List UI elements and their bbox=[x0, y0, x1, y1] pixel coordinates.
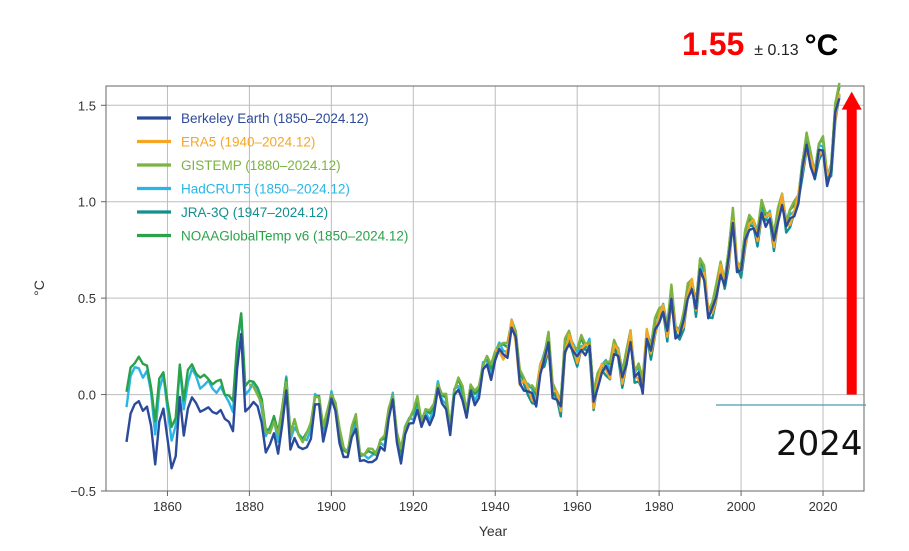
x-axis-title: Year bbox=[479, 523, 508, 539]
x-tick-label: 1920 bbox=[399, 499, 428, 514]
legend-label: Berkeley Earth (1850–2024.12) bbox=[181, 111, 369, 126]
y-axis-title: °C bbox=[31, 280, 47, 296]
series-line bbox=[248, 82, 841, 457]
legend-label: NOAAGlobalTemp v6 (1850–2024.12) bbox=[181, 229, 408, 244]
x-tick-label: 2000 bbox=[727, 499, 756, 514]
plot-frame bbox=[105, 85, 865, 492]
axis-ticks: 1860 1880 1900 1920 1940 1960 1980 2000 2020 −0.5… bbox=[70, 98, 837, 514]
headline-anomaly: 1.55 ± 0.13 °C bbox=[682, 26, 838, 63]
x-tick-label: 1860 bbox=[153, 499, 182, 514]
x-tick-label: 1980 bbox=[645, 499, 674, 514]
year-annotation: 2024 bbox=[776, 424, 863, 464]
series-lines bbox=[125, 82, 841, 470]
y-tick-label: 0.0 bbox=[78, 388, 96, 403]
y-tick-label: 1.0 bbox=[78, 195, 96, 210]
headline-value: 1.55 bbox=[682, 26, 745, 62]
series-line bbox=[494, 94, 841, 413]
headline-uncertainty: ± 0.13 bbox=[754, 42, 799, 59]
y-tick-label: 1.5 bbox=[78, 98, 96, 113]
x-tick-label: 1960 bbox=[563, 499, 592, 514]
arrow-shaft bbox=[846, 107, 857, 395]
y-tick-label: −0.5 bbox=[70, 484, 96, 499]
warming-arrow bbox=[841, 91, 862, 395]
headline-unit: °C bbox=[804, 29, 839, 62]
x-tick-label: 1940 bbox=[481, 499, 510, 514]
x-tick-label: 1880 bbox=[235, 499, 264, 514]
chart-legend: Berkeley Earth (1850–2024.12) ERA5 (1940–… bbox=[137, 111, 408, 244]
legend-label: JRA-3Q (1947–2024.12) bbox=[181, 205, 328, 220]
chart-grid bbox=[106, 86, 864, 491]
series-line bbox=[522, 94, 841, 418]
y-tick-label: 0.5 bbox=[78, 291, 96, 306]
series-line bbox=[125, 97, 841, 470]
x-tick-label: 1900 bbox=[317, 499, 346, 514]
legend-label: HadCRUT5 (1850–2024.12) bbox=[181, 182, 350, 197]
x-tick-label: 2020 bbox=[809, 499, 838, 514]
legend-label: GISTEMP (1880–2024.12) bbox=[181, 158, 341, 173]
legend-label: ERA5 (1940–2024.12) bbox=[181, 135, 315, 150]
arrow-head bbox=[841, 91, 862, 110]
